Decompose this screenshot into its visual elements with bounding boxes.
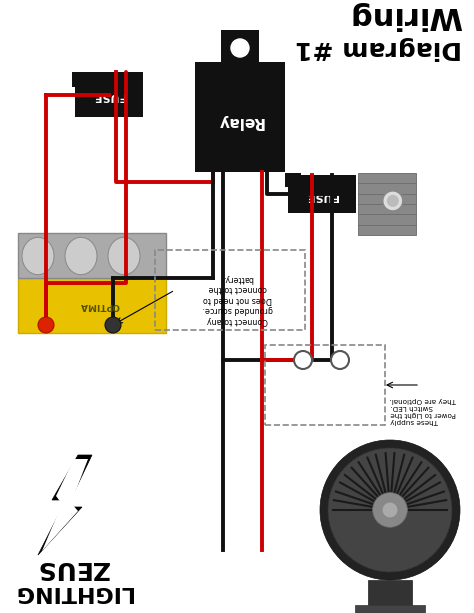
- Text: ZEUS: ZEUS: [35, 556, 109, 580]
- Circle shape: [373, 493, 407, 527]
- Bar: [221, 30, 259, 62]
- Circle shape: [231, 39, 249, 57]
- Text: These supply
Power to Light the
Switch LED.
They are Optional.: These supply Power to Light the Switch L…: [390, 397, 456, 424]
- Text: Relay: Relay: [217, 115, 264, 129]
- Bar: [18, 278, 166, 333]
- Circle shape: [387, 195, 399, 207]
- Polygon shape: [42, 459, 88, 551]
- Text: LIGHTING: LIGHTING: [12, 582, 132, 602]
- Ellipse shape: [22, 237, 54, 275]
- Bar: [368, 580, 412, 605]
- Text: FUSE: FUSE: [306, 191, 338, 201]
- Circle shape: [383, 191, 403, 211]
- Circle shape: [38, 317, 54, 333]
- Bar: [358, 173, 416, 235]
- Circle shape: [105, 317, 121, 333]
- Bar: [195, 62, 285, 172]
- Text: Diagram #1: Diagram #1: [295, 36, 462, 60]
- Bar: [155, 250, 305, 330]
- Circle shape: [294, 351, 312, 369]
- Polygon shape: [38, 455, 92, 555]
- Circle shape: [328, 448, 452, 572]
- Text: OPTIMA: OPTIMA: [80, 301, 119, 310]
- Bar: [18, 233, 166, 278]
- Bar: [288, 175, 356, 213]
- Ellipse shape: [108, 237, 140, 275]
- Circle shape: [383, 503, 397, 517]
- Circle shape: [320, 440, 460, 580]
- Bar: [355, 605, 425, 613]
- Circle shape: [331, 351, 349, 369]
- Bar: [72, 72, 90, 87]
- Text: Connect to any
grounded source.
Does not need to
connect to the
battery.: Connect to any grounded source. Does not…: [202, 274, 273, 325]
- Text: FUSE: FUSE: [93, 91, 125, 101]
- Bar: [75, 72, 143, 117]
- Bar: [265, 345, 385, 425]
- Bar: [285, 173, 301, 187]
- Ellipse shape: [65, 237, 97, 275]
- Text: Wiring: Wiring: [349, 1, 462, 30]
